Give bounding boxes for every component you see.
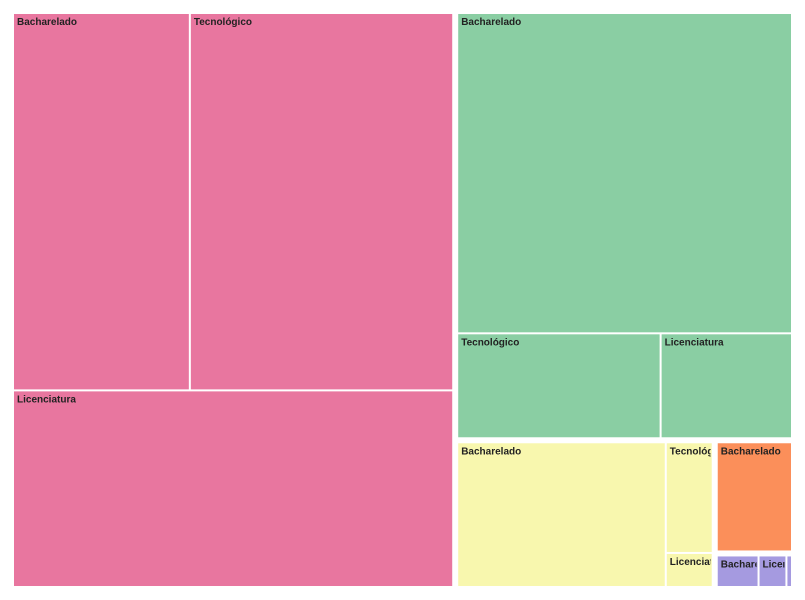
treemap-cell-group-2-bacharelado[interactable]: [458, 14, 791, 333]
treemap-label-group-4-bacharelado: Bacharelado: [721, 446, 781, 457]
treemap-label-group-5-tecnologico: Tecnológico: [790, 559, 805, 570]
treemap-cell-group-3-tecnologico[interactable]: [666, 443, 712, 552]
treemap-cell-group-2-tecnologico[interactable]: [458, 334, 660, 438]
treemap-label-group-1-licenciatura: Licenciatura: [17, 394, 76, 405]
treemap-cell-group-4-bacharelado[interactable]: [717, 443, 791, 551]
treemap-cell-group-2-licenciatura[interactable]: [661, 334, 791, 438]
treemap-label-group-3-licenciatura: Licenciatura: [670, 557, 729, 568]
treemap-label-group-1-tecnologico: Tecnológico: [194, 17, 252, 28]
treemap-cell-group-3-licenciatura[interactable]: [666, 553, 712, 586]
treemap-label-group-5-bacharelado: Bacharelado: [721, 559, 781, 570]
treemap-group-1: Bacharelado Tecnológico Licenciatura: [14, 14, 453, 586]
treemap-cell-group-5-tecnologico[interactable]: [787, 556, 791, 586]
treemap-group-3: Bacharelado Tecnológico Licenciatura: [458, 443, 729, 586]
treemap-group-5: BachareladoLicenciaturaTecnológico: [717, 556, 805, 586]
treemap-label-group-5-licenciatura: Licenciatura: [763, 559, 805, 570]
treemap-cell-group-1-bacharelado[interactable]: [14, 14, 189, 390]
treemap-label-group-3-tecnologico: Tecnológico: [670, 446, 728, 457]
treemap-cell-group-5-bacharelado[interactable]: [717, 556, 758, 586]
treemap-cell-group-1-licenciatura[interactable]: [14, 391, 453, 586]
treemap-group-2: Bacharelado Tecnológico Licenciatura: [458, 14, 791, 438]
treemap-group-4: Bacharelado: [717, 443, 791, 551]
treemap-cell-group-5-licenciatura[interactable]: [759, 556, 786, 586]
treemap-label-group-1-bacharelado: Bacharelado: [17, 17, 77, 28]
treemap-label-group-2-licenciatura: Licenciatura: [665, 337, 724, 348]
treemap-label-group-2-bacharelado: Bacharelado: [461, 17, 521, 28]
treemap-cell-group-3-bacharelado[interactable]: [458, 443, 665, 586]
treemap-cell-group-1-tecnologico[interactable]: [190, 14, 453, 390]
treemap-label-group-3-bacharelado: Bacharelado: [461, 446, 521, 457]
treemap-label-group-2-tecnologico: Tecnológico: [461, 337, 519, 348]
